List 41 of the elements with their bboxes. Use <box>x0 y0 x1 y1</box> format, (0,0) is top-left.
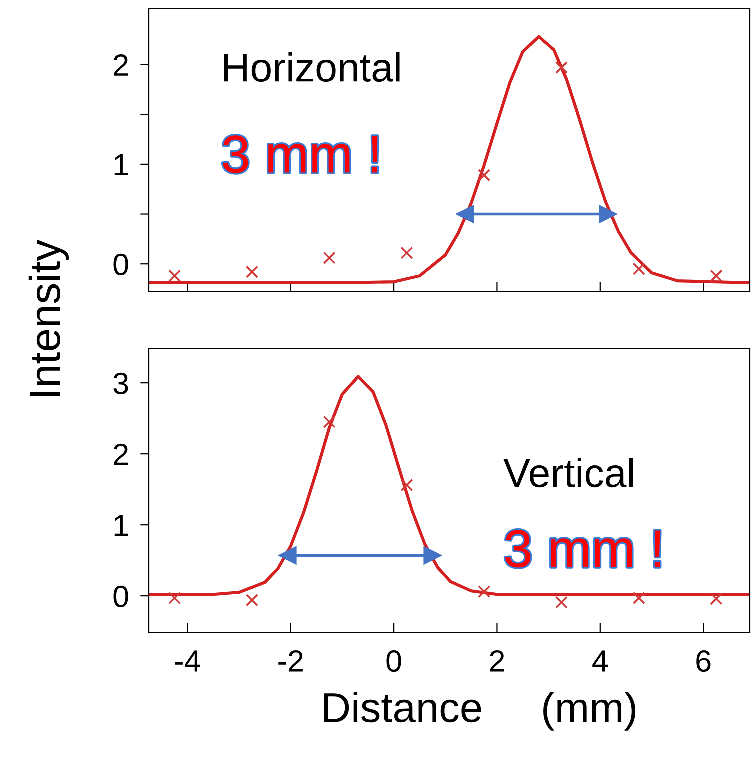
x-axis-title: Distance (mm) <box>324 692 636 731</box>
y-tick-label: 0 <box>114 254 128 276</box>
annotation: 3 mm ! <box>506 530 660 568</box>
y-tick-label: 3 <box>114 372 128 394</box>
point <box>555 596 568 609</box>
y-tick-label: 2 <box>114 444 128 466</box>
point <box>632 592 646 604</box>
annotation: 3 mm ! <box>223 136 378 174</box>
annotation: Horizontal <box>224 52 400 82</box>
x-tick-label: -2 <box>278 650 303 672</box>
y-tick-label: 1 <box>114 154 128 176</box>
point <box>478 586 491 598</box>
point <box>710 592 723 606</box>
point <box>599 205 618 224</box>
point <box>424 546 442 565</box>
point <box>555 62 568 74</box>
y-tick-label: 2 <box>114 54 128 76</box>
point <box>710 270 723 282</box>
y-tick-label: 1 <box>114 515 128 536</box>
y-axis-title: Intensity <box>28 240 70 396</box>
point <box>400 246 414 260</box>
point <box>478 169 491 182</box>
point <box>456 205 474 224</box>
x-tick-label: -4 <box>175 650 200 672</box>
x-tick-label: 4 <box>592 650 608 672</box>
y-tick-label: 0 <box>114 586 128 608</box>
point <box>246 594 258 607</box>
x-tick-label: 0 <box>386 650 402 672</box>
annotation: Vertical <box>504 458 633 488</box>
point <box>168 592 182 604</box>
x-tick-label: 2 <box>490 650 504 672</box>
point <box>246 266 258 278</box>
point <box>323 416 336 428</box>
point <box>400 479 414 492</box>
line-series <box>149 35 750 285</box>
point <box>278 546 297 565</box>
line-series <box>149 375 750 596</box>
x-tick-label: 6 <box>696 650 711 672</box>
point <box>323 252 336 264</box>
point <box>632 262 646 276</box>
point <box>168 270 182 282</box>
